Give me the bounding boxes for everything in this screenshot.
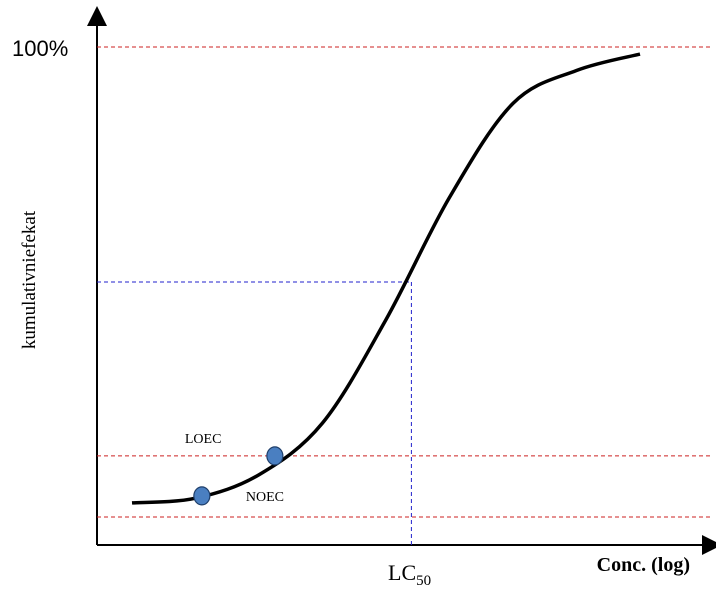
lc50-label: LC50 <box>388 560 431 590</box>
noec-label: NOEC <box>245 489 284 505</box>
x-axis-label-log: (log) <box>651 554 690 576</box>
y-top-label: 100% <box>12 36 69 61</box>
lc50-sub: 50 <box>416 573 432 589</box>
lc50-base: LC <box>388 560 417 585</box>
reference-lines <box>97 46 712 545</box>
point-loec <box>266 446 284 466</box>
loec-label: LOEC <box>184 431 222 447</box>
x-axis-label-text: Conc. <box>596 554 647 576</box>
data-points <box>193 446 284 506</box>
dose-response-curve <box>131 52 641 505</box>
point-noec <box>193 486 211 506</box>
y-axis-label: kumulativniefekat <box>19 210 40 350</box>
x-axis-label: Conc. (log) <box>597 554 690 577</box>
